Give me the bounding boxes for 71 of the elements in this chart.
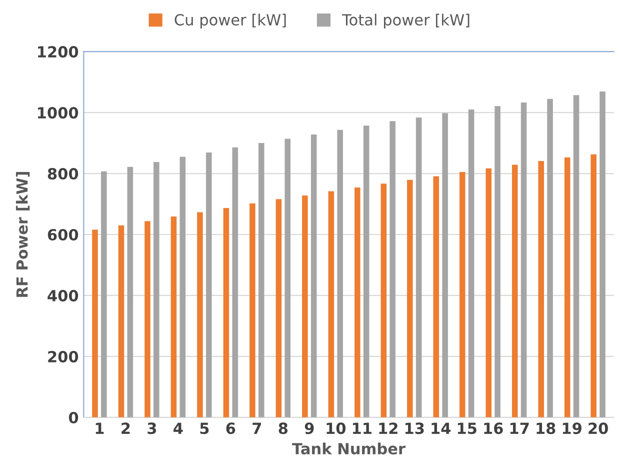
bar	[573, 95, 580, 418]
bar	[363, 126, 370, 418]
bar	[564, 157, 570, 418]
bar	[206, 152, 212, 418]
y-tick-label: 400	[48, 290, 78, 302]
bar	[380, 184, 387, 418]
legend-label: Total power [kW]	[342, 14, 470, 29]
bar	[284, 138, 290, 418]
bar	[468, 110, 474, 418]
bar	[170, 216, 177, 418]
x-tick-label: 8	[278, 422, 288, 434]
bar	[486, 168, 492, 418]
bar	[302, 195, 308, 418]
bar	[600, 92, 606, 418]
legend-label: Cu power [kW]	[174, 14, 286, 29]
x-tick-label: 19	[562, 422, 582, 434]
bar	[354, 188, 360, 418]
x-axis-title: Tank Number	[292, 442, 406, 454]
x-tick-label: 4	[174, 422, 183, 434]
x-tick-label: 16	[484, 422, 503, 434]
bar	[118, 225, 124, 418]
y-tick-label: 0	[68, 412, 78, 424]
bar	[512, 164, 518, 418]
bar	[520, 102, 527, 418]
bar	[310, 134, 317, 418]
bar	[258, 143, 264, 418]
x-tick-label: 11	[352, 422, 372, 434]
bar	[223, 208, 230, 418]
x-tick-label: 10	[326, 422, 346, 434]
y-tick-label: 600	[48, 228, 78, 241]
bar	[442, 113, 448, 418]
bar	[390, 121, 396, 418]
x-tick-label: 12	[379, 422, 398, 434]
y-tick-label: 1200	[38, 46, 78, 58]
bar	[416, 117, 422, 418]
x-tick-label: 1	[96, 422, 104, 434]
bar	[433, 176, 440, 418]
x-tick-label: 13	[405, 422, 424, 434]
bar	[250, 203, 256, 418]
bar	[459, 172, 466, 418]
x-tick-label: 5	[200, 422, 209, 434]
bar	[328, 191, 334, 418]
x-tick-label: 17	[510, 422, 529, 434]
x-tick-label: 15	[458, 422, 476, 434]
bar	[547, 98, 553, 418]
x-tick-label: 9	[304, 422, 314, 434]
x-tick-label: 3	[148, 422, 156, 434]
x-tick-label: 18	[536, 422, 556, 434]
x-tick-label: 14	[432, 422, 451, 434]
bar	[538, 161, 544, 418]
bar	[101, 171, 107, 418]
bar	[337, 130, 343, 418]
bar	[276, 199, 282, 418]
bar	[590, 154, 596, 418]
y-axis-title: RF Power [kW]	[16, 172, 30, 297]
bar	[197, 212, 203, 418]
bar	[154, 162, 160, 418]
bar	[144, 221, 150, 418]
y-tick-label: 800	[48, 168, 78, 180]
bar	[180, 156, 186, 418]
x-tick-label: 20	[588, 422, 608, 434]
x-tick-label: 7	[252, 422, 261, 434]
x-tick-label: 2	[122, 422, 130, 434]
bar	[92, 230, 98, 418]
bar	[407, 180, 413, 418]
bar	[127, 166, 134, 418]
y-tick-label: 200	[48, 350, 78, 362]
x-tick-label: 6	[226, 422, 236, 434]
bar	[494, 106, 500, 418]
bar	[232, 147, 238, 418]
y-tick-label: 1000	[38, 107, 78, 119]
